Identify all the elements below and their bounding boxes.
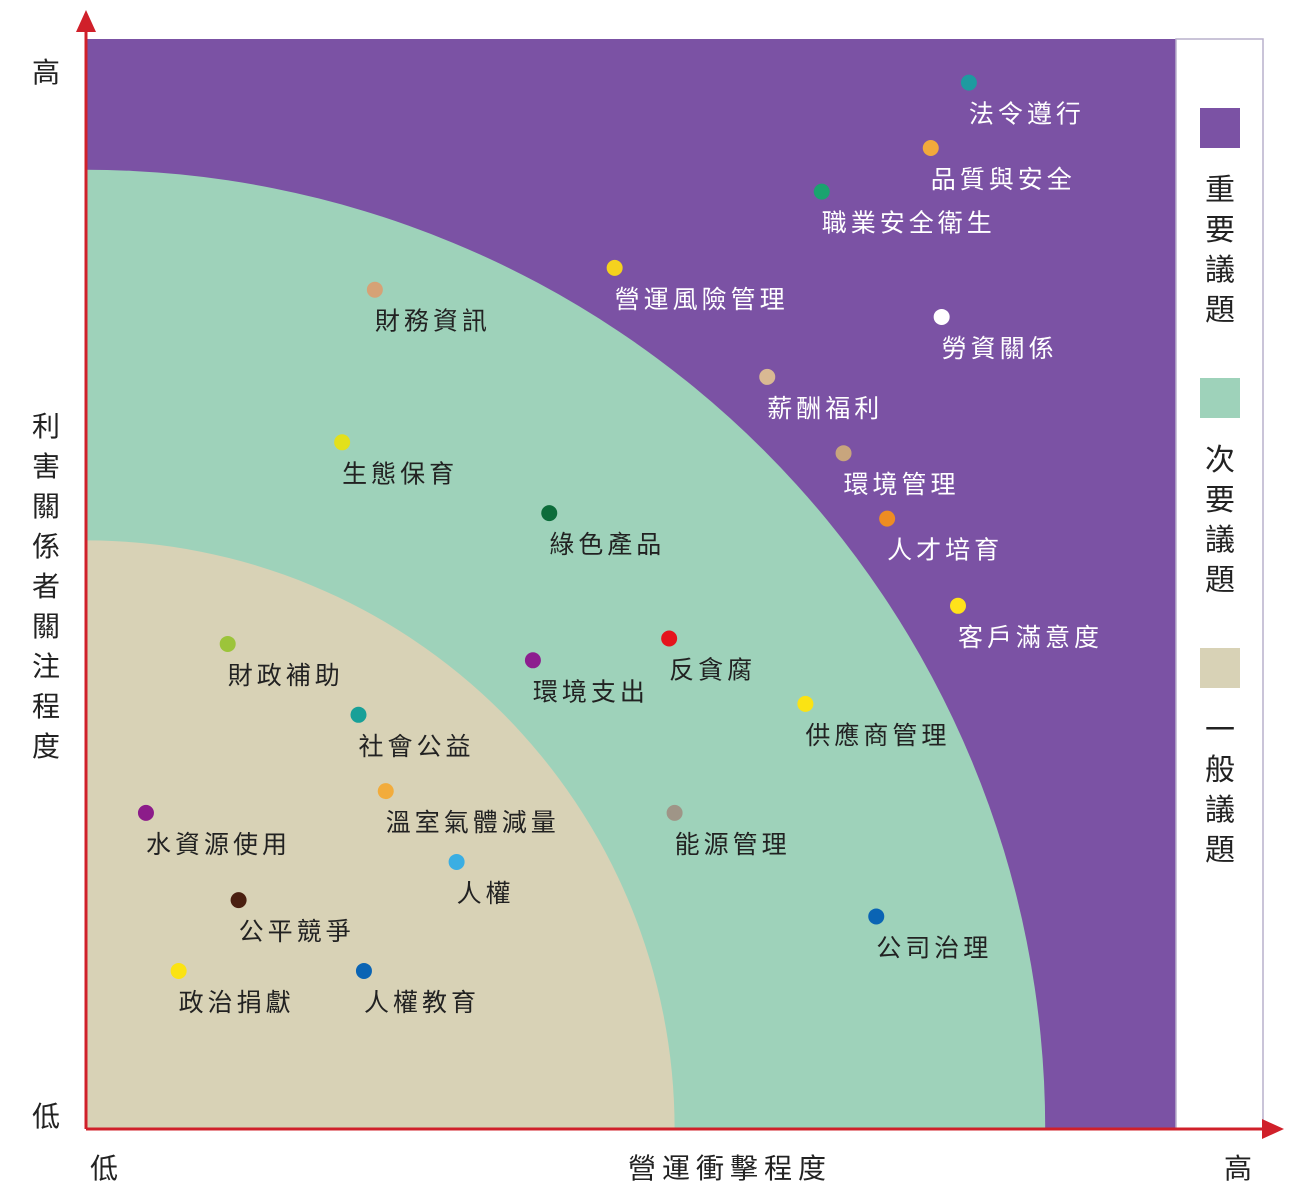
- issue-point: 薪酬福利: [759, 368, 883, 423]
- issue-marker: [661, 630, 678, 647]
- issue-label: 職業安全衛生: [822, 209, 996, 238]
- legend-panel: [1175, 38, 1264, 1130]
- legend-label: 一般議題: [1205, 713, 1235, 868]
- issue-point: 人權教育: [355, 962, 480, 1017]
- issue-point: 人權: [448, 853, 515, 908]
- issue-marker: [606, 259, 623, 276]
- issue-point: 營運風險管理: [606, 259, 789, 314]
- issue-marker: [170, 962, 187, 979]
- issue-marker: [797, 695, 814, 712]
- issue-point: 公平競爭: [230, 892, 355, 946]
- legend-swatch: [1200, 378, 1240, 418]
- issue-label: 人權: [457, 879, 515, 908]
- issue-marker: [759, 368, 776, 385]
- issue-label: 綠色產品: [549, 530, 665, 559]
- y-axis-arrow: [76, 10, 96, 32]
- y-axis-title: 利害關係者關注程度: [32, 410, 60, 763]
- issue-point: 人才培育: [879, 510, 1003, 565]
- issue-label: 供應商管理: [805, 721, 950, 750]
- issue-label: 財政補助: [228, 661, 344, 690]
- zones-layer: [86, 39, 1176, 1129]
- issue-label: 環境管理: [844, 470, 960, 499]
- issue-point: 環境支出: [524, 652, 649, 706]
- issue-point: 綠色產品: [541, 505, 665, 559]
- issue-label: 社會公益: [359, 732, 475, 761]
- issue-point: 勞資關係: [933, 308, 1058, 363]
- issue-label: 客戶滿意度: [958, 623, 1103, 652]
- issue-label: 水資源使用: [146, 830, 291, 859]
- points-layer: 法令遵行品質與安全職業安全衛生營運風險管理勞資關係薪酬福利環境管理人才培育客戶滿…: [137, 74, 1103, 1017]
- issue-point: 職業安全衛生: [813, 183, 996, 238]
- legend-swatch: [1200, 108, 1240, 148]
- issue-marker: [366, 281, 383, 298]
- issue-label: 薪酬福利: [767, 394, 883, 423]
- issue-label: 政治捐獻: [179, 988, 295, 1017]
- issue-label: 溫室氣體減量: [386, 808, 560, 837]
- issue-marker: [377, 783, 394, 800]
- issue-label: 營運風險管理: [615, 285, 789, 314]
- issue-marker: [355, 962, 372, 979]
- issue-label: 法令遵行: [969, 100, 1085, 129]
- issue-marker: [230, 892, 247, 909]
- issue-label: 生態保育: [342, 459, 458, 488]
- issue-point: 反貪腐: [661, 630, 756, 685]
- legend-label: 重要議題: [1205, 173, 1235, 328]
- issue-marker: [666, 804, 683, 821]
- zone-general: [86, 540, 675, 1129]
- issue-marker: [933, 308, 950, 325]
- issue-point: 環境管理: [835, 445, 960, 499]
- issue-marker: [835, 445, 852, 462]
- issue-point: 能源管理: [666, 804, 791, 859]
- issue-point: 法令遵行: [960, 74, 1085, 129]
- issue-point: 財政補助: [219, 635, 344, 690]
- issue-marker: [350, 706, 367, 723]
- issue-point: 財務資訊: [366, 281, 491, 336]
- issue-marker: [922, 140, 939, 156]
- issue-point: 社會公益: [350, 706, 475, 761]
- issue-label: 勞資關係: [942, 334, 1058, 363]
- issue-label: 人才培育: [887, 536, 1003, 565]
- x-axis-low-label: 低: [90, 1152, 118, 1185]
- legend-item-secondary: 次要議題: [1200, 378, 1240, 598]
- issue-label: 公司治理: [876, 933, 992, 962]
- x-axis-arrow: [1262, 1119, 1284, 1139]
- issue-point: 政治捐獻: [170, 962, 295, 1017]
- issue-label: 環境支出: [533, 677, 649, 706]
- x-axis-high-label: 高: [1224, 1152, 1252, 1185]
- issue-point: 客戶滿意度: [950, 597, 1103, 652]
- issue-point: 供應商管理: [797, 695, 950, 750]
- y-axis-high-label: 高: [32, 56, 60, 89]
- legend-item-general: 一般議題: [1200, 648, 1240, 868]
- issue-marker: [868, 908, 885, 925]
- issue-point: 水資源使用: [137, 804, 291, 859]
- issue-marker: [879, 510, 896, 527]
- x-axis-title: 營運衝擊程度: [628, 1152, 832, 1185]
- legend-label: 次要議題: [1205, 443, 1235, 598]
- y-axis-title-text: 利害關係者關注程度: [32, 410, 60, 763]
- issue-label: 人權教育: [364, 988, 480, 1017]
- legend-swatch: [1200, 648, 1240, 688]
- issue-marker: [960, 74, 977, 91]
- issue-point: 公司治理: [868, 908, 992, 962]
- issue-label: 能源管理: [675, 830, 791, 859]
- issue-marker: [950, 597, 966, 614]
- issue-marker: [137, 804, 154, 821]
- issue-marker: [219, 635, 236, 652]
- issue-point: 生態保育: [334, 434, 458, 488]
- issue-marker: [448, 853, 465, 870]
- issue-marker: [524, 652, 541, 669]
- y-axis-low-label: 低: [32, 1100, 60, 1133]
- issue-label: 反貪腐: [669, 656, 756, 685]
- issue-label: 財務資訊: [375, 307, 491, 336]
- issue-marker: [813, 183, 830, 200]
- legend-item-important: 重要議題: [1200, 108, 1240, 328]
- issue-marker: [334, 434, 351, 451]
- issue-marker: [541, 505, 558, 522]
- issue-label: 公平競爭: [239, 917, 355, 946]
- issue-label: 品質與安全: [931, 165, 1076, 194]
- issue-point: 溫室氣體減量: [377, 783, 560, 837]
- issue-point: 品質與安全: [922, 140, 1076, 194]
